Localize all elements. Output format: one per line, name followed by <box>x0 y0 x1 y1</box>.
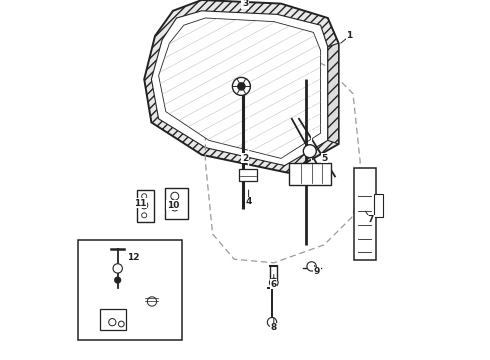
FancyBboxPatch shape <box>374 194 383 217</box>
Polygon shape <box>159 18 320 158</box>
Circle shape <box>147 297 157 306</box>
Circle shape <box>141 202 148 209</box>
Circle shape <box>142 213 147 218</box>
Circle shape <box>270 278 278 287</box>
FancyBboxPatch shape <box>165 188 189 219</box>
Circle shape <box>238 83 245 90</box>
Text: 4: 4 <box>245 197 252 206</box>
Text: 2: 2 <box>242 154 248 163</box>
Circle shape <box>303 145 316 158</box>
Text: 11: 11 <box>134 199 147 208</box>
Text: 9: 9 <box>314 267 320 276</box>
Text: 3: 3 <box>242 0 248 8</box>
FancyBboxPatch shape <box>239 169 257 181</box>
Circle shape <box>268 318 277 327</box>
Text: 8: 8 <box>270 323 277 332</box>
Polygon shape <box>151 11 328 166</box>
Circle shape <box>119 321 124 327</box>
FancyBboxPatch shape <box>354 168 376 260</box>
Circle shape <box>142 194 147 199</box>
Text: 7: 7 <box>368 215 374 224</box>
FancyBboxPatch shape <box>100 309 126 330</box>
Text: 5: 5 <box>321 154 327 163</box>
Polygon shape <box>328 43 339 144</box>
Text: 12: 12 <box>127 253 140 262</box>
Polygon shape <box>144 0 339 173</box>
Circle shape <box>307 262 316 271</box>
FancyBboxPatch shape <box>289 163 331 185</box>
FancyBboxPatch shape <box>78 240 182 340</box>
Text: 1: 1 <box>346 31 352 40</box>
Circle shape <box>171 192 179 200</box>
Circle shape <box>113 264 122 273</box>
Text: 6: 6 <box>270 280 277 289</box>
Circle shape <box>109 319 116 326</box>
Circle shape <box>171 203 179 211</box>
Circle shape <box>232 77 250 95</box>
Circle shape <box>115 277 121 283</box>
FancyBboxPatch shape <box>137 190 153 222</box>
Text: 10: 10 <box>167 201 179 210</box>
